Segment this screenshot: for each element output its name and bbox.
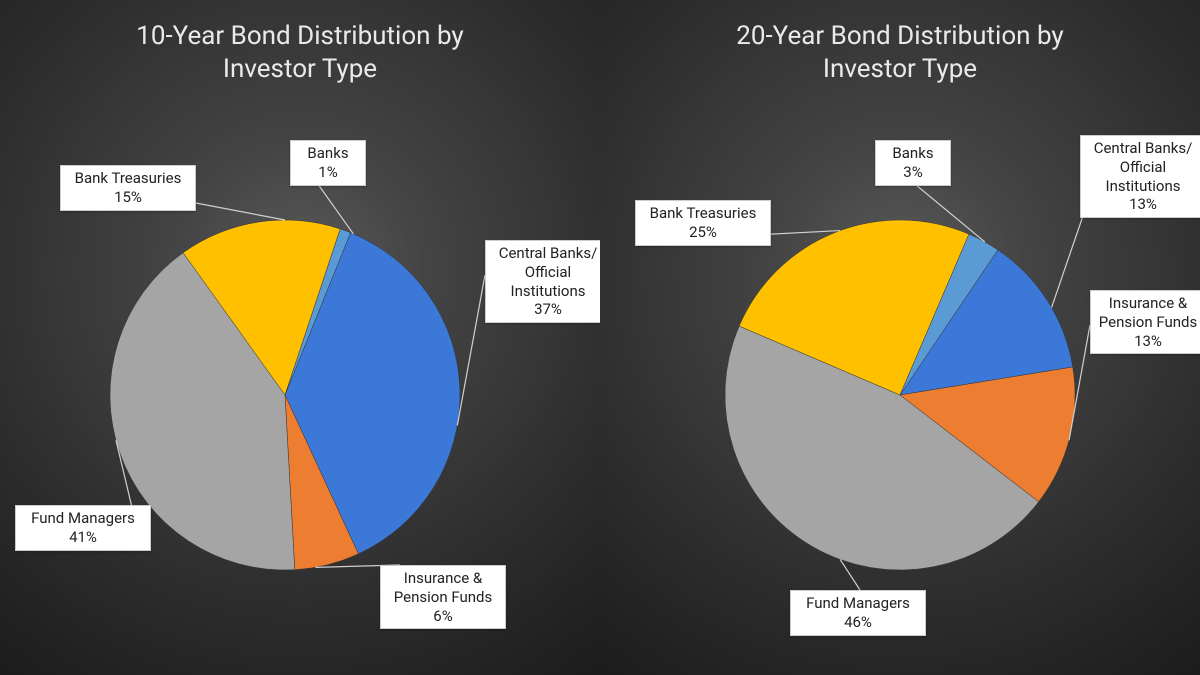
data-label: Bank Treasuries 15% <box>60 165 196 211</box>
data-label: Fund Managers 46% <box>790 590 926 636</box>
data-label: Banks 3% <box>875 140 951 186</box>
data-label: Insurance & Pension Funds 6% <box>380 565 506 629</box>
pie-chart <box>0 0 600 675</box>
data-label: Central Banks/ Official Institutions 13% <box>1080 135 1200 218</box>
data-label: Banks 1% <box>290 140 366 186</box>
chart-stage: 10-Year Bond Distribution by Investor Ty… <box>0 0 1200 675</box>
data-label: Central Banks/ Official Institutions 37% <box>485 240 611 323</box>
panel-right: 20-Year Bond Distribution by Investor Ty… <box>600 0 1200 675</box>
data-label: Fund Managers 41% <box>15 505 151 551</box>
data-label: Insurance & Pension Funds 13% <box>1090 290 1200 354</box>
panel-left: 10-Year Bond Distribution by Investor Ty… <box>0 0 600 675</box>
data-label: Bank Treasuries 25% <box>635 200 771 246</box>
